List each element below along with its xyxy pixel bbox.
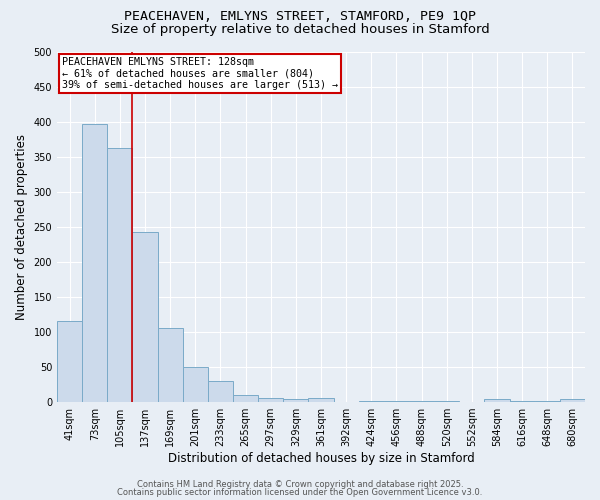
Bar — [57, 322, 82, 402]
Bar — [283, 398, 308, 402]
Bar — [158, 328, 183, 402]
Bar — [308, 398, 334, 402]
Bar — [82, 124, 107, 402]
X-axis label: Distribution of detached houses by size in Stamford: Distribution of detached houses by size … — [167, 452, 475, 465]
Bar — [183, 367, 208, 402]
Text: Contains HM Land Registry data © Crown copyright and database right 2025.: Contains HM Land Registry data © Crown c… — [137, 480, 463, 489]
Text: Contains public sector information licensed under the Open Government Licence v3: Contains public sector information licen… — [118, 488, 482, 497]
Text: PEACEHAVEN, EMLYNS STREET, STAMFORD, PE9 1QP: PEACEHAVEN, EMLYNS STREET, STAMFORD, PE9… — [124, 10, 476, 23]
Bar — [233, 395, 258, 402]
Bar — [484, 400, 509, 402]
Bar — [208, 381, 233, 402]
Bar — [107, 148, 133, 402]
Bar — [133, 232, 158, 402]
Text: PEACEHAVEN EMLYNS STREET: 128sqm
← 61% of detached houses are smaller (804)
39% : PEACEHAVEN EMLYNS STREET: 128sqm ← 61% o… — [62, 57, 338, 90]
Y-axis label: Number of detached properties: Number of detached properties — [15, 134, 28, 320]
Bar — [560, 400, 585, 402]
Text: Size of property relative to detached houses in Stamford: Size of property relative to detached ho… — [110, 22, 490, 36]
Bar — [258, 398, 283, 402]
Bar — [359, 400, 384, 402]
Bar — [384, 400, 409, 402]
